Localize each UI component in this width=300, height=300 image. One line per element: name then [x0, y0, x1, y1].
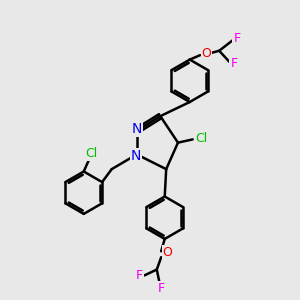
- Text: F: F: [230, 57, 238, 70]
- Text: N: N: [132, 122, 142, 136]
- Text: N: N: [131, 149, 141, 163]
- Text: F: F: [136, 269, 143, 282]
- Text: F: F: [233, 32, 240, 46]
- Text: O: O: [202, 47, 212, 60]
- Text: Cl: Cl: [195, 132, 208, 145]
- Text: F: F: [158, 282, 165, 295]
- Text: Cl: Cl: [85, 147, 97, 160]
- Text: O: O: [163, 246, 172, 259]
